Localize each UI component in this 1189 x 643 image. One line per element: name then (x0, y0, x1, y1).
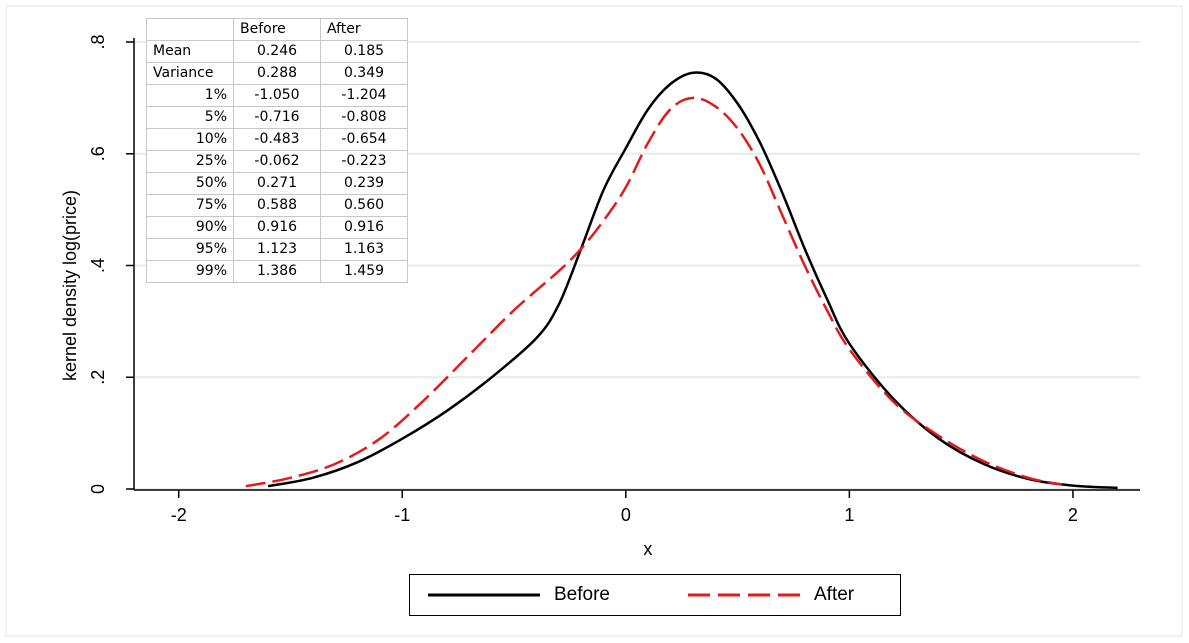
row-label: Mean (146, 40, 234, 63)
row-label: 99% (146, 260, 234, 283)
table-row: 1% -1.050 -1.204 (146, 84, 408, 107)
legend-swatch-after (688, 593, 800, 597)
table-row: 95% 1.123 1.163 (146, 238, 408, 261)
row-label: 50% (146, 172, 234, 195)
after-value: 0.560 (320, 194, 408, 217)
row-label: 75% (146, 194, 234, 217)
after-value: -1.204 (320, 84, 408, 107)
before-value: -0.062 (233, 150, 321, 173)
before-value: 0.588 (233, 194, 321, 217)
table-row: 90% 0.916 0.916 (146, 216, 408, 239)
series-line-before (267, 71, 1118, 490)
before-value: 1.123 (233, 238, 321, 261)
before-value: -0.716 (233, 106, 321, 129)
row-label: 25% (146, 150, 234, 173)
before-value: 0.288 (233, 62, 321, 85)
after-value: 0.349 (320, 62, 408, 85)
table-row: 25% -0.062 -0.223 (146, 150, 408, 173)
before-value: 0.916 (233, 216, 321, 239)
after-value: 1.459 (320, 260, 408, 283)
table-row: Mean 0.246 0.185 (146, 40, 408, 63)
legend-item-before: Before (428, 575, 610, 615)
table-row: 50% 0.271 0.239 (146, 172, 408, 195)
after-value: 0.916 (320, 216, 408, 239)
before-value: 0.246 (233, 40, 321, 63)
y-tick-label-1: .2 (88, 370, 108, 385)
legend-label-before: Before (554, 584, 610, 605)
table-header-after: After (320, 18, 408, 41)
x-tick-label-1: -1 (394, 505, 410, 525)
after-value: -0.808 (320, 106, 408, 129)
row-label: Variance (146, 62, 234, 85)
row-label: 1% (146, 84, 234, 107)
row-label: 5% (146, 106, 234, 129)
summary-stats-table: Before After Mean 0.246 0.185 Variance 0… (146, 18, 408, 283)
after-value: 0.239 (320, 172, 408, 195)
y-tick-label-2: .4 (88, 258, 108, 273)
after-value: 1.163 (320, 238, 408, 261)
chart-legend: Before After (409, 574, 901, 616)
before-value: 0.271 (233, 172, 321, 195)
x-axis-title: x (643, 539, 652, 559)
row-label: 95% (146, 238, 234, 261)
x-tick-label-3: 1 (844, 505, 854, 525)
y-tick-label-0: 0 (88, 484, 108, 494)
x-tick-label-4: 2 (1068, 505, 1078, 525)
y-tick-label-4: .8 (88, 34, 108, 49)
before-value: -1.050 (233, 84, 321, 107)
table-row: 75% 0.588 0.560 (146, 194, 408, 217)
table-row: 99% 1.386 1.459 (146, 260, 408, 283)
before-value: 1.386 (233, 260, 321, 283)
x-tick-label-0: -2 (171, 505, 187, 525)
legend-swatch-before (428, 593, 540, 597)
table-header-blank (146, 18, 234, 41)
row-label: 10% (146, 128, 234, 151)
series-line-after (245, 96, 1063, 488)
after-value: -0.223 (320, 150, 408, 173)
legend-item-after: After (688, 575, 854, 615)
after-value: 0.185 (320, 40, 408, 63)
table-row: Variance 0.288 0.349 (146, 62, 408, 85)
table-row: 10% -0.483 -0.654 (146, 128, 408, 151)
table-header-before: Before (233, 18, 321, 41)
y-axis-title: kernel density log(price) (60, 190, 80, 381)
table-row: 5% -0.716 -0.808 (146, 106, 408, 129)
row-label: 90% (146, 216, 234, 239)
table-header-row: Before After (146, 18, 408, 41)
x-tick-label-2: 0 (621, 505, 631, 525)
after-value: -0.654 (320, 128, 408, 151)
before-value: -0.483 (233, 128, 321, 151)
y-tick-label-3: .6 (88, 146, 108, 161)
legend-label-after: After (814, 584, 855, 605)
